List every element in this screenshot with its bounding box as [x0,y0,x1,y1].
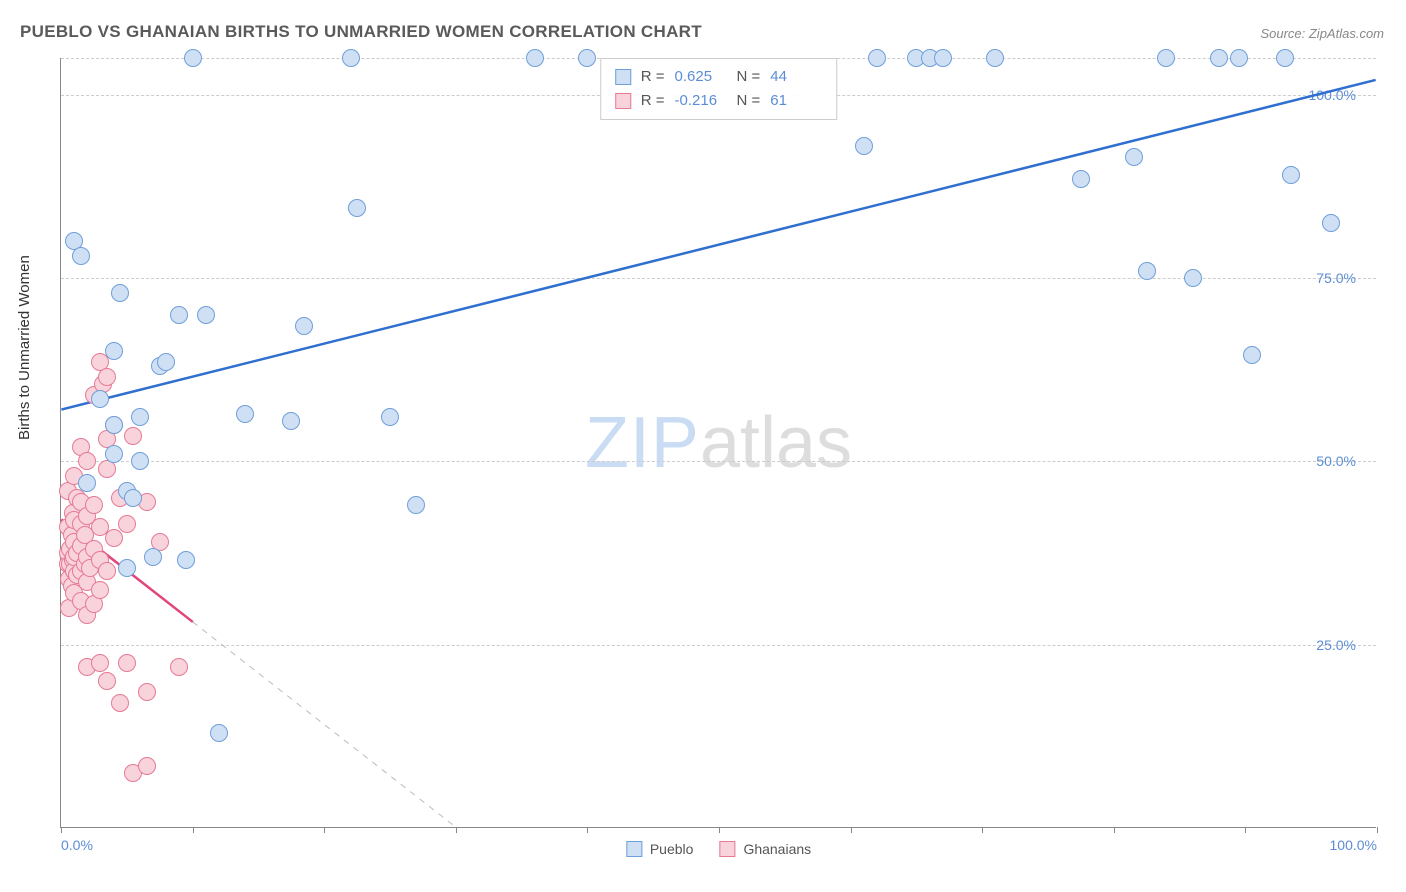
watermark-zip: ZIP [585,403,700,483]
data-point [177,551,195,569]
data-point [144,548,162,566]
data-point [98,562,116,580]
data-point [98,368,116,386]
data-point [105,416,123,434]
data-point [1184,269,1202,287]
data-point [72,247,90,265]
data-point [111,694,129,712]
data-point [855,137,873,155]
data-point [85,496,103,514]
stats-r-label2: R = [641,89,665,113]
data-point [105,342,123,360]
data-point [578,49,596,67]
data-point [1210,49,1228,67]
y-tick-label: 50.0% [1316,453,1356,469]
data-point [91,654,109,672]
data-point [1276,49,1294,67]
legend-swatch-pueblo [626,841,642,857]
data-point [138,757,156,775]
data-point [124,427,142,445]
data-point [282,412,300,430]
stats-n-pueblo: 44 [770,65,822,89]
x-tick-label: 0.0% [61,837,93,853]
y-tick-label: 100.0% [1309,87,1356,103]
plot-area: ZIPatlas 25.0%50.0%75.0%100.0% 0.0%100.0… [60,58,1376,828]
data-point [111,284,129,302]
data-point [124,489,142,507]
y-tick-label: 25.0% [1316,637,1356,653]
legend-label-pueblo: Pueblo [650,841,694,857]
data-point [1157,49,1175,67]
chart-title: PUEBLO VS GHANAIAN BIRTHS TO UNMARRIED W… [20,22,702,42]
data-point [1072,170,1090,188]
data-point [91,390,109,408]
data-point [118,515,136,533]
data-point [197,306,215,324]
y-tick-label: 75.0% [1316,270,1356,286]
data-point [105,529,123,547]
data-point [1243,346,1261,364]
stats-r-pueblo: 0.625 [675,65,727,89]
data-point [381,408,399,426]
data-point [131,452,149,470]
stats-r-ghanaians: -0.216 [675,89,727,113]
stats-box: R = 0.625 N = 44 R = -0.216 N = 61 [600,58,838,120]
y-axis-label: Births to Unmarried Women [16,255,33,440]
data-point [1125,148,1143,166]
watermark-atlas: atlas [700,403,852,483]
data-point [868,49,886,67]
watermark: ZIPatlas [585,402,852,484]
data-point [118,654,136,672]
stats-n-label: N = [737,65,761,89]
data-point [1230,49,1248,67]
data-point [986,49,1004,67]
data-point [131,408,149,426]
data-point [78,452,96,470]
stats-row-ghanaians: R = -0.216 N = 61 [615,89,823,113]
data-point [236,405,254,423]
data-point [210,724,228,742]
legend-swatch-ghanaians [719,841,735,857]
legend-item-ghanaians: Ghanaians [719,841,811,857]
stats-row-pueblo: R = 0.625 N = 44 [615,65,823,89]
swatch-ghanaians [615,93,631,109]
stats-n-ghanaians: 61 [770,89,822,113]
trend-lines [61,58,1376,827]
data-point [348,199,366,217]
data-point [342,49,360,67]
data-point [91,581,109,599]
stats-n-label2: N = [737,89,761,113]
data-point [98,672,116,690]
data-point [934,49,952,67]
x-tick-label: 100.0% [1330,837,1377,853]
legend-label-ghanaians: Ghanaians [743,841,811,857]
data-point [170,658,188,676]
data-point [184,49,202,67]
data-point [157,353,175,371]
data-point [1138,262,1156,280]
data-point [138,683,156,701]
swatch-pueblo [615,69,631,85]
source-label: Source: ZipAtlas.com [1260,26,1384,41]
data-point [295,317,313,335]
data-point [118,559,136,577]
data-point [170,306,188,324]
data-point [526,49,544,67]
data-point [105,445,123,463]
data-point [407,496,425,514]
stats-r-label: R = [641,65,665,89]
legend: Pueblo Ghanaians [626,841,811,857]
data-point [1282,166,1300,184]
data-point [1322,214,1340,232]
legend-item-pueblo: Pueblo [626,841,694,857]
data-point [78,474,96,492]
